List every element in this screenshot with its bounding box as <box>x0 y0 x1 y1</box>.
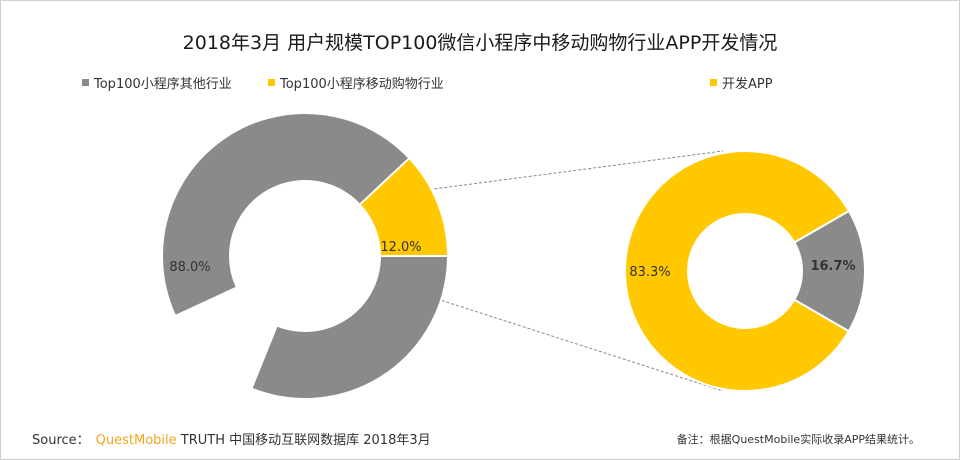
donut-0-slice-0 <box>161 112 449 400</box>
chart-title: 2018年3月 用户规模TOP100微信小程序中移动购物行业APP开发情况 <box>182 32 778 54</box>
donut-right: 83.3% 16.7% <box>624 150 866 392</box>
legend-item-app: 开发APP <box>710 73 773 92</box>
donut-1-label-0: 83.3% <box>629 265 670 280</box>
donut-0-label-0: 88.0% <box>169 260 210 275</box>
donut-left: 88.0% 12.0% <box>161 112 450 400</box>
footnote: 备注：根据QuestMobile实际收录APP结果统计。 <box>676 433 920 446</box>
legend-swatch-shopping <box>268 79 275 86</box>
source-brand: QuestMobile <box>95 433 177 448</box>
legend-label-shopping: Top100小程序移动购物行业 <box>280 77 444 92</box>
donut-0-label-1: 12.0% <box>380 240 421 255</box>
legend-label-other: Top100小程序其他行业 <box>94 77 232 92</box>
legend-swatch-app <box>710 79 717 86</box>
connector-line-1 <box>436 298 724 392</box>
donut-0-slice-1 <box>358 156 450 257</box>
legend-swatch-other <box>82 79 89 86</box>
source-note: Source： QuestMobile TRUTH 中国移动互联网数据库 2018… <box>32 429 431 448</box>
legend-item-shopping: Top100小程序移动购物行业 <box>268 73 444 92</box>
source-rest: TRUTH 中国移动互联网数据库 2018年3月 <box>180 433 431 448</box>
donut-1-slice-0 <box>624 150 851 392</box>
donut-1-slice-1 <box>792 209 866 333</box>
source-prefix: Source： <box>32 433 90 448</box>
donut-1-label-1: 16.7% <box>810 259 855 274</box>
legend-label-app: 开发APP <box>722 77 773 92</box>
legend-item-other: Top100小程序其他行业 <box>82 73 232 92</box>
